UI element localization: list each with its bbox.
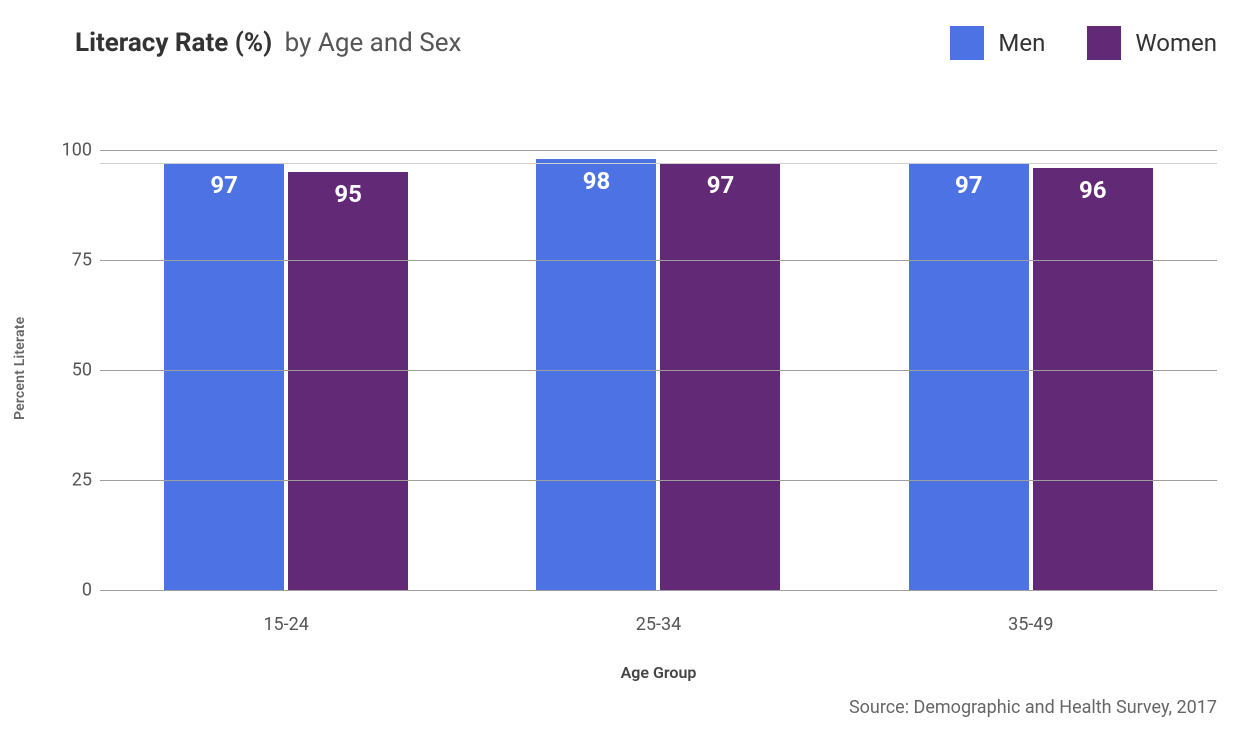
x-tick-label: 25-34: [472, 590, 844, 635]
y-tick-label: 25: [52, 470, 92, 491]
y-tick-label: 0: [52, 580, 92, 601]
y-tick-label: 100: [52, 140, 92, 161]
bar-group: 9897: [472, 159, 844, 590]
bar-value-label: 97: [909, 171, 1029, 199]
bar-men: 97: [164, 163, 284, 590]
x-tick-label: 15-24: [100, 590, 472, 635]
chart-title-rest: by Age and Sex: [285, 28, 462, 58]
legend-item-men: Men: [950, 26, 1045, 60]
legend-item-women: Women: [1087, 26, 1217, 60]
chart-header: Literacy Rate (%) by Age and Sex Men Wome…: [70, 26, 1217, 60]
bar-value-label: 97: [660, 171, 780, 199]
legend-swatch: [1087, 26, 1121, 60]
chart-title-strong: Literacy Rate (%): [75, 28, 272, 58]
literacy-chart: Literacy Rate (%) by Age and Sex Men Wome…: [0, 0, 1257, 732]
x-axis-title: Age Group: [100, 663, 1217, 682]
y-tick-label: 50: [52, 360, 92, 381]
legend-label: Men: [998, 29, 1045, 57]
plot-area: 979598979796 0255075100: [100, 150, 1217, 590]
gridline: [100, 480, 1217, 481]
x-tick-label: 35-49: [845, 590, 1217, 635]
legend-swatch: [950, 26, 984, 60]
gridline: [100, 260, 1217, 261]
bar-men: 98: [536, 159, 656, 590]
bar-value-label: 95: [288, 180, 408, 208]
bar-group: 9796: [845, 163, 1217, 590]
bar-women: 97: [660, 163, 780, 590]
y-tick-label: 75: [52, 250, 92, 271]
bar-value-label: 96: [1033, 176, 1153, 204]
x-axis: 15-2425-3435-49: [100, 590, 1217, 635]
y-axis-title: Percent Literate: [12, 317, 28, 420]
chart-legend: Men Women: [950, 26, 1217, 60]
gridline: [100, 370, 1217, 371]
gridline-minor: [100, 163, 1217, 164]
bar-women: 95: [288, 172, 408, 590]
bar-men: 97: [909, 163, 1029, 590]
bar-value-label: 97: [164, 171, 284, 199]
bar-value-label: 98: [536, 167, 656, 195]
bar-group: 9795: [100, 163, 472, 590]
source-note: Source: Demographic and Health Survey, 2…: [849, 697, 1217, 718]
gridline: [100, 150, 1217, 151]
legend-label: Women: [1135, 29, 1217, 57]
chart-title: Literacy Rate (%) by Age and Sex: [75, 28, 461, 58]
bar-women: 96: [1033, 168, 1153, 590]
